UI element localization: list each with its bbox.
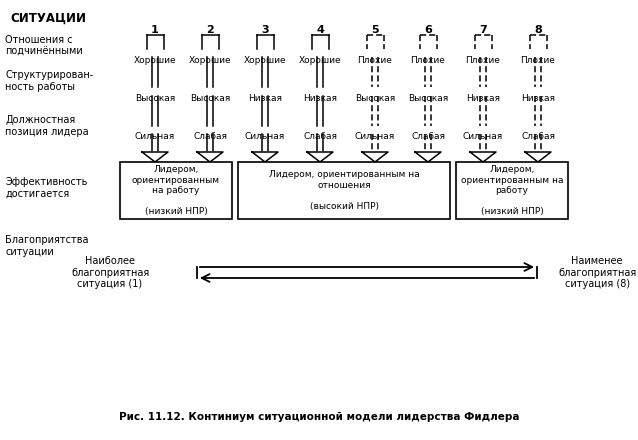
- Text: Эффективность
достигается: Эффективность достигается: [5, 177, 87, 199]
- Text: 2: 2: [206, 25, 214, 35]
- Text: Рис. 11.12. Континиум ситуационной модели лидерства Фидлера: Рис. 11.12. Континиум ситуационной модел…: [119, 412, 519, 422]
- Text: Высокая: Высокая: [355, 94, 395, 103]
- Text: Низкая: Низкая: [466, 94, 500, 103]
- Text: Лидером,
ориентированным
на работу

(низкий НПР): Лидером, ориентированным на работу (низк…: [132, 165, 220, 216]
- Text: Высокая: Высокая: [408, 94, 448, 103]
- Bar: [456, 162, 568, 219]
- Text: Структурирован-
ность работы: Структурирован- ность работы: [5, 70, 93, 92]
- Text: 1: 1: [151, 25, 159, 35]
- Text: Слабая: Слабая: [193, 132, 227, 141]
- Polygon shape: [470, 152, 496, 162]
- Polygon shape: [197, 152, 223, 162]
- Text: Низкая: Низкая: [521, 94, 555, 103]
- Text: Отношения с
подчинёнными: Отношения с подчинёнными: [5, 35, 83, 57]
- Text: Наиболее
благоприятная
ситуация (1): Наиболее благоприятная ситуация (1): [71, 256, 149, 289]
- Text: 3: 3: [261, 25, 269, 35]
- Text: Сильная: Сильная: [245, 132, 285, 141]
- Polygon shape: [362, 152, 388, 162]
- Text: 7: 7: [479, 25, 487, 35]
- Text: Наименее
благоприятная
ситуация (8): Наименее благоприятная ситуация (8): [558, 256, 636, 289]
- Text: Низкая: Низкая: [248, 94, 282, 103]
- Text: Плохие: Плохие: [466, 56, 500, 65]
- Text: Должностная
позиция лидера: Должностная позиция лидера: [5, 115, 89, 137]
- Text: Лидером,
ориентированным на
работу

(низкий НПР): Лидером, ориентированным на работу (низк…: [461, 165, 563, 216]
- Text: Высокая: Высокая: [135, 94, 175, 103]
- Text: Сильная: Сильная: [463, 132, 503, 141]
- Text: Слабая: Слабая: [303, 132, 337, 141]
- Text: 8: 8: [534, 25, 542, 35]
- Polygon shape: [415, 152, 441, 162]
- Text: Хорошие: Хорошие: [299, 56, 341, 65]
- Polygon shape: [525, 152, 551, 162]
- Text: Хорошие: Хорошие: [189, 56, 232, 65]
- Text: СИТУАЦИИ: СИТУАЦИИ: [10, 12, 86, 25]
- Text: 5: 5: [371, 25, 379, 35]
- Text: Лидером, ориентированным на
отношения

(высокий НПР): Лидером, ориентированным на отношения (в…: [269, 170, 419, 211]
- Text: Плохие: Плохие: [357, 56, 392, 65]
- Text: 6: 6: [424, 25, 432, 35]
- Text: Слабая: Слабая: [521, 132, 555, 141]
- Bar: [238, 162, 450, 219]
- Text: Низкая: Низкая: [303, 94, 337, 103]
- Text: Хорошие: Хорошие: [134, 56, 176, 65]
- Text: 4: 4: [316, 25, 324, 35]
- Text: Плохие: Плохие: [411, 56, 445, 65]
- Bar: [120, 162, 232, 219]
- Text: Высокая: Высокая: [190, 94, 230, 103]
- Polygon shape: [252, 152, 278, 162]
- Polygon shape: [307, 152, 333, 162]
- Text: Благоприятства
ситуации: Благоприятства ситуации: [5, 235, 89, 257]
- Text: Слабая: Слабая: [411, 132, 445, 141]
- Text: Сильная: Сильная: [355, 132, 395, 141]
- Text: Хорошие: Хорошие: [244, 56, 286, 65]
- Polygon shape: [142, 152, 168, 162]
- Text: Сильная: Сильная: [135, 132, 175, 141]
- Text: Плохие: Плохие: [521, 56, 556, 65]
